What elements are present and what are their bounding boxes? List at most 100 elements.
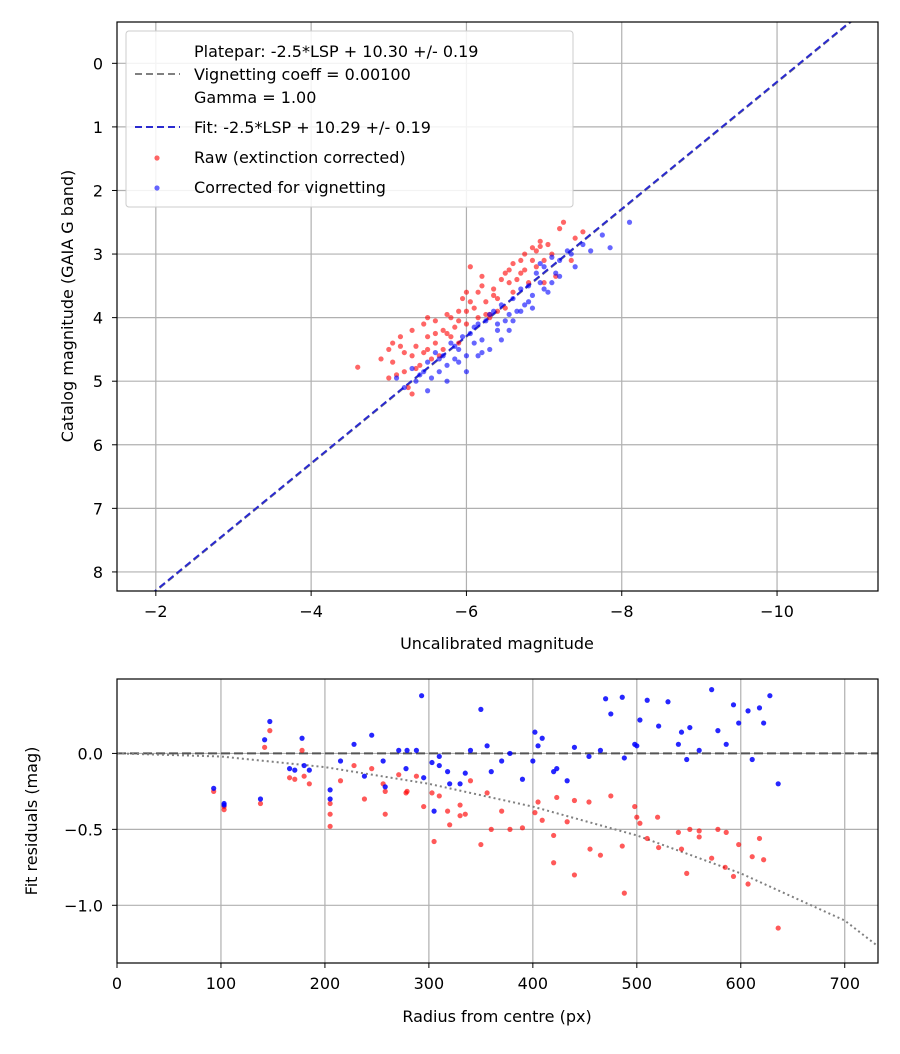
bottom-point-raw-28 xyxy=(444,808,451,814)
bottom-point-raw-78 xyxy=(571,872,578,878)
top-point-corrected-17 xyxy=(475,321,481,327)
top-point-corrected-11 xyxy=(452,356,458,362)
bottom-x-axis-label: Radius from centre (px) xyxy=(402,1007,591,1026)
bottom-point-corrected-23 xyxy=(419,693,425,699)
bottom-point-raw-52 xyxy=(637,820,643,826)
top-point-corrected-23 xyxy=(498,302,504,308)
top-point-corrected-62 xyxy=(549,280,555,286)
bottom-point-corrected-8 xyxy=(299,735,305,741)
top-scatter-points xyxy=(355,219,633,397)
bottom-point-corrected-13 xyxy=(337,758,344,764)
bottom-point-raw-7 xyxy=(292,776,298,782)
top-y-tick-label-3: 3 xyxy=(93,245,103,264)
bottom-point-raw-43 xyxy=(554,794,560,801)
bottom-point-corrected-12 xyxy=(327,796,333,802)
top-point-raw-5 xyxy=(397,334,404,340)
bottom-point-corrected-18 xyxy=(382,784,388,790)
bottom-point-raw-74 xyxy=(634,814,640,820)
bottom-point-corrected-5 xyxy=(267,718,273,725)
bottom-point-corrected-56 xyxy=(675,741,681,747)
bottom-point-raw-4 xyxy=(262,744,268,750)
top-line-fit xyxy=(153,22,852,591)
top-point-corrected-64 xyxy=(537,260,543,267)
bottom-point-raw-25 xyxy=(429,790,435,796)
bottom-point-corrected-36 xyxy=(499,758,505,764)
top-point-raw-22 xyxy=(448,334,454,340)
bottom-point-corrected-7 xyxy=(292,767,298,773)
bottom-x-tick-label-1: 100 xyxy=(206,974,237,993)
bottom-point-corrected-58 xyxy=(684,756,690,763)
bottom-point-corrected-14 xyxy=(351,741,357,747)
bottom-point-raw-41 xyxy=(539,817,545,823)
top-point-raw-17 xyxy=(432,318,438,324)
top-point-raw-76 xyxy=(456,318,462,324)
top-legend: Platepar: -2.5*LSP + 10.30 +/- 0.19 Vign… xyxy=(125,30,574,208)
top-point-corrected-36 xyxy=(549,254,555,260)
top-point-corrected-63 xyxy=(425,388,431,394)
bottom-point-corrected-72 xyxy=(634,743,640,749)
top-point-corrected-60 xyxy=(498,337,504,343)
bottom-point-corrected-35 xyxy=(488,769,494,775)
top-point-raw-21 xyxy=(444,311,450,318)
top-point-raw-53 xyxy=(560,219,567,225)
top-point-raw-30 xyxy=(471,305,477,311)
legend-platepar-line-2: Vignetting coeff = 0.00100 xyxy=(194,65,411,84)
top-point-corrected-13 xyxy=(459,334,466,340)
bottom-point-corrected-53 xyxy=(637,717,643,723)
bottom-point-corrected-16 xyxy=(369,732,375,738)
bottom-point-raw-37 xyxy=(507,826,513,832)
bottom-point-corrected-20 xyxy=(403,766,409,772)
top-y-tick-label-4: 4 xyxy=(93,309,103,328)
bottom-point-raw-55 xyxy=(675,829,681,835)
top-point-raw-77 xyxy=(475,289,481,295)
bottom-point-corrected-15 xyxy=(361,773,368,779)
bottom-point-raw-14 xyxy=(337,778,344,784)
bottom-point-corrected-22 xyxy=(413,747,420,753)
bottom-point-raw-9 xyxy=(301,773,307,779)
top-point-raw-71 xyxy=(467,299,473,305)
bottom-point-corrected-75 xyxy=(436,753,442,760)
top-point-raw-68 xyxy=(397,343,404,349)
top-point-corrected-32 xyxy=(533,270,539,276)
bottom-point-raw-64 xyxy=(736,841,742,848)
top-point-corrected-15 xyxy=(467,330,473,337)
bottom-point-raw-46 xyxy=(586,799,592,805)
top-x-tick-label-3: −8 xyxy=(610,602,634,621)
top-point-corrected-31 xyxy=(529,292,536,298)
top-point-corrected-16 xyxy=(471,340,477,346)
bottom-point-corrected-64 xyxy=(730,702,737,708)
bottom-point-raw-60 xyxy=(709,855,715,861)
bottom-point-corrected-74 xyxy=(530,758,536,764)
bottom-point-corrected-70 xyxy=(767,693,773,699)
bottom-y-tick-label-1: −0.5 xyxy=(64,820,103,839)
bottom-point-raw-31 xyxy=(462,811,468,817)
top-point-corrected-52 xyxy=(494,321,501,327)
top-point-raw-29 xyxy=(467,264,473,270)
top-point-corrected-57 xyxy=(471,324,477,330)
bottom-point-raw-36 xyxy=(499,808,505,814)
top-point-raw-27 xyxy=(463,321,470,327)
top-x-tick-label-2: −6 xyxy=(455,602,479,621)
top-point-corrected-18 xyxy=(479,337,485,343)
bottom-point-corrected-38 xyxy=(519,776,526,782)
bottom-point-corrected-46 xyxy=(586,753,592,760)
bottom-line-vignetting xyxy=(117,752,878,948)
top-point-raw-40 xyxy=(510,289,516,295)
top-point-raw-52 xyxy=(557,226,563,232)
top-point-raw-31 xyxy=(475,315,481,321)
top-point-raw-18 xyxy=(432,340,438,346)
bottom-point-raw-71 xyxy=(457,802,463,808)
top-point-raw-78 xyxy=(432,330,438,337)
bottom-x-tick-label-5: 500 xyxy=(622,974,653,993)
bottom-chart: 0 100 200 300 400 500 600 700 0.0 −0.5 −1.0 Radius… xyxy=(22,678,879,1026)
bottom-x-tick-label-0: 0 xyxy=(112,974,122,993)
top-point-corrected-34 xyxy=(541,264,547,270)
top-y-tick-label-7: 7 xyxy=(93,499,103,518)
top-point-raw-20 xyxy=(440,346,446,353)
bottom-point-raw-3 xyxy=(257,800,264,807)
top-point-corrected-69 xyxy=(529,305,536,311)
bottom-y-axis-label: Fit residuals (mag) xyxy=(22,747,41,896)
top-point-raw-25 xyxy=(456,340,462,346)
top-point-corrected-7 xyxy=(436,369,442,375)
bottom-point-corrected-40 xyxy=(535,743,541,749)
